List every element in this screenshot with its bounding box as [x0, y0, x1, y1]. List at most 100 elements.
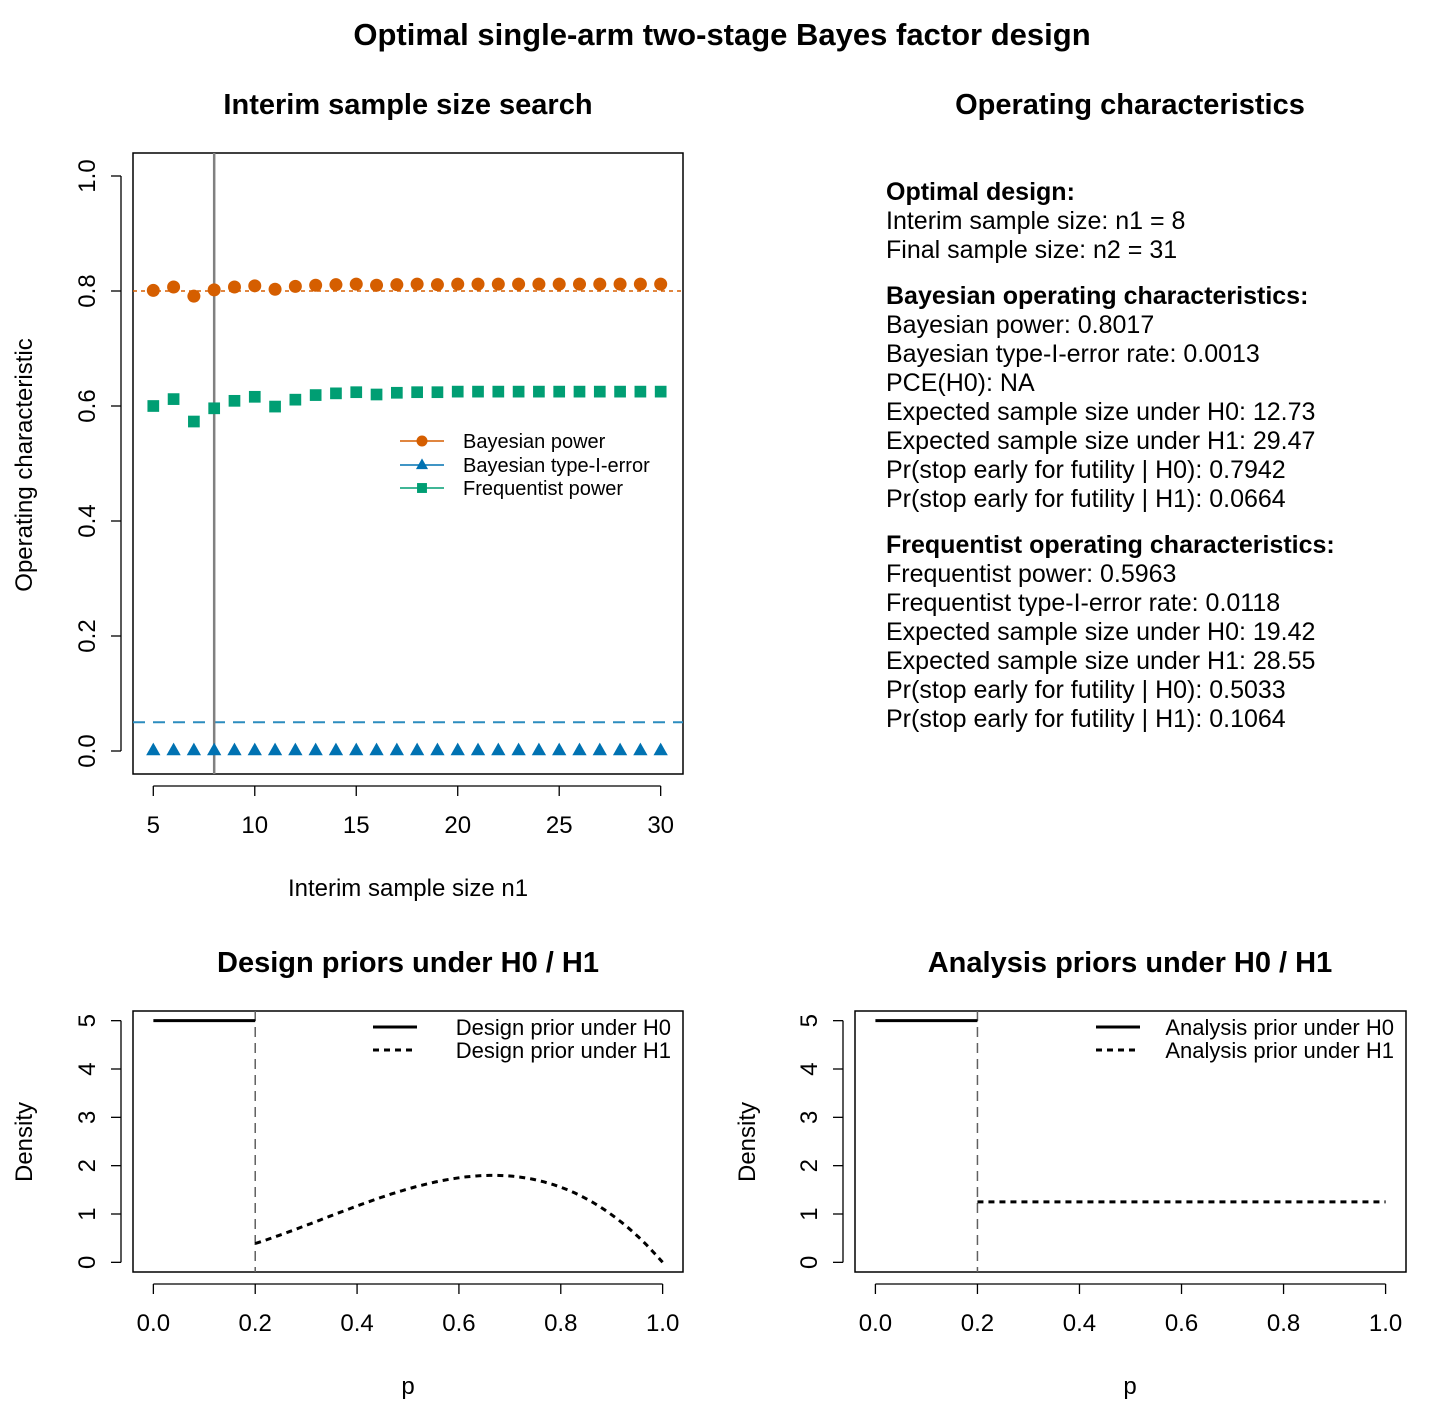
frequentist-power-point	[248, 390, 261, 403]
oc-line: Pr(stop early for futility | H1): 0.0664	[886, 485, 1286, 513]
oc-line: Pr(stop early for futility | H0): 0.5033	[886, 676, 1286, 704]
frequentist-power-point	[188, 415, 200, 428]
bayesian-power-point	[491, 277, 505, 291]
oc-line: Frequentist type-I-error rate: 0.0118	[886, 589, 1281, 617]
legend-marker	[417, 483, 427, 493]
x-tick-label: 15	[343, 812, 370, 839]
frequentist-power-point	[431, 386, 444, 399]
frequentist-power-point	[330, 387, 342, 400]
y-tick-label: 2	[74, 1159, 101, 1172]
bayesian-power-point	[410, 277, 424, 291]
y-tick-label: 4	[74, 1062, 101, 1075]
x-tick-label: 0.8	[1267, 1310, 1300, 1337]
bayesian-power-point	[349, 277, 363, 291]
design-panel-title: Design priors under H0 / H1	[217, 947, 599, 979]
oc-line: Final sample size: n2 = 31	[886, 236, 1178, 264]
analysis-prior-plot: 0.0 0.2 0.4 0.6 0.8 1.0 0 1 2 3 4 5 Analysis prior u…	[796, 1010, 1407, 1337]
x-tick-label: 0.4	[1063, 1310, 1096, 1337]
oc-line: Expected sample size under H1: 28.55	[886, 647, 1316, 675]
x-tick-label: 0.2	[961, 1310, 994, 1337]
search-xlabel: Interim sample size n1	[288, 875, 528, 902]
y-tick-label: 0	[796, 1256, 823, 1269]
frequentist-power-point	[553, 385, 566, 398]
bayesian-power-point	[430, 278, 444, 292]
type1-error-point	[552, 742, 567, 756]
frequentist-power-point	[370, 388, 383, 401]
bayesian-power-point	[512, 277, 526, 291]
y-tick-label: 5	[796, 1014, 823, 1027]
main-title: Optimal single-arm two-stage Bayes facto…	[353, 17, 1090, 52]
design-ylabel: Density	[11, 1102, 38, 1182]
bayesian-power-point	[572, 277, 586, 291]
y-tick-label: 0.2	[74, 619, 101, 652]
y-tick-label: 1	[796, 1207, 823, 1220]
frequentist-power-point	[269, 400, 281, 413]
type1-error-point	[592, 742, 607, 756]
x-tick-label: 0.4	[340, 1310, 373, 1337]
y-tick-label: 0.0	[74, 734, 101, 767]
bayesian-power-point	[207, 283, 221, 297]
type1-error-point	[207, 742, 222, 756]
y-tick-label: 1	[74, 1207, 101, 1220]
plot-frame	[132, 152, 684, 775]
type1-error-point	[349, 742, 364, 756]
operating-characteristics-text: Optimal design: Interim sample size: n1 …	[886, 178, 1436, 751]
bayesian-power-point	[248, 279, 262, 293]
design-prior-plot: 0.0 0.2 0.4 0.6 0.8 1.0 0 1 2 3 4 5 Design prior und…	[74, 1010, 684, 1337]
bayesian-power-point	[552, 277, 566, 291]
frequentist-power-point	[533, 385, 545, 398]
type1-error-point	[166, 742, 181, 756]
y-tick-label: 0.6	[74, 389, 101, 422]
x-tick-label: 0.0	[859, 1310, 892, 1337]
y-tick-label: 1.0	[74, 159, 101, 192]
oc-line: Expected sample size under H0: 19.42	[886, 618, 1316, 646]
bayesian-power-point	[370, 278, 384, 292]
type1-error-point	[430, 742, 445, 756]
y-tick-label: 0.4	[74, 504, 101, 537]
y-tick-label: 3	[796, 1111, 823, 1124]
bayesian-oc-heading: Bayesian operating characteristics:	[886, 282, 1309, 310]
frequentist-power-point	[390, 386, 403, 399]
optimal-design-section: Optimal design: Interim sample size: n1 …	[886, 178, 1436, 265]
type1-error-point	[288, 742, 303, 756]
legend-label: Analysis prior under H0	[1165, 1015, 1394, 1040]
oc-line: Pr(stop early for futility | H0): 0.7942	[886, 456, 1286, 484]
frequentist-power-point	[573, 385, 586, 398]
type1-error-point	[653, 742, 668, 756]
bayesian-power-point	[532, 277, 546, 291]
bayesian-power-point	[593, 277, 607, 291]
bayesian-power-point	[288, 279, 302, 293]
legend-label: Design prior under H0	[456, 1015, 671, 1040]
type1-error-point	[308, 742, 323, 756]
search-plot: 5 10 15 20 25 30 0.0 0.2 0.4 0.6 0.8 1.0 Bayesian po…	[74, 152, 684, 839]
type1-error-point	[450, 742, 465, 756]
legend-marker	[416, 435, 428, 447]
x-tick-label: 0.2	[239, 1310, 272, 1337]
type1-error-point	[572, 742, 587, 756]
oc-line: Frequentist power: 0.5963	[886, 560, 1177, 588]
frequentist-power-point	[350, 386, 363, 399]
y-tick-label: 0	[74, 1256, 101, 1269]
bayesian-power-point	[654, 277, 668, 291]
analysis-panel-title: Analysis priors under H0 / H1	[928, 947, 1333, 979]
x-tick-label: 1.0	[1369, 1310, 1402, 1337]
type1-error-point	[186, 742, 202, 756]
type1-error-point	[511, 742, 526, 756]
frequentist-power-point	[492, 385, 505, 398]
frequentist-power-point	[167, 393, 180, 405]
legend-marker	[415, 458, 429, 470]
x-tick-label: 0.8	[544, 1310, 577, 1337]
frequentist-power-point	[451, 385, 464, 398]
plot-frame	[854, 1010, 1407, 1273]
legend-label: Design prior under H1	[456, 1038, 671, 1063]
type1-error-point	[247, 742, 262, 756]
frequentist-power-point	[147, 400, 160, 412]
legend-label: Analysis prior under H1	[1165, 1038, 1394, 1063]
bayesian-power-point	[309, 278, 323, 292]
legend-label: Frequentist power	[463, 478, 623, 500]
frequentist-power-point	[512, 385, 525, 398]
frequentist-power-point	[411, 386, 423, 399]
type1-error-point	[491, 742, 506, 756]
frequentist-power-point	[593, 385, 606, 398]
frequentist-power-point	[289, 393, 302, 406]
